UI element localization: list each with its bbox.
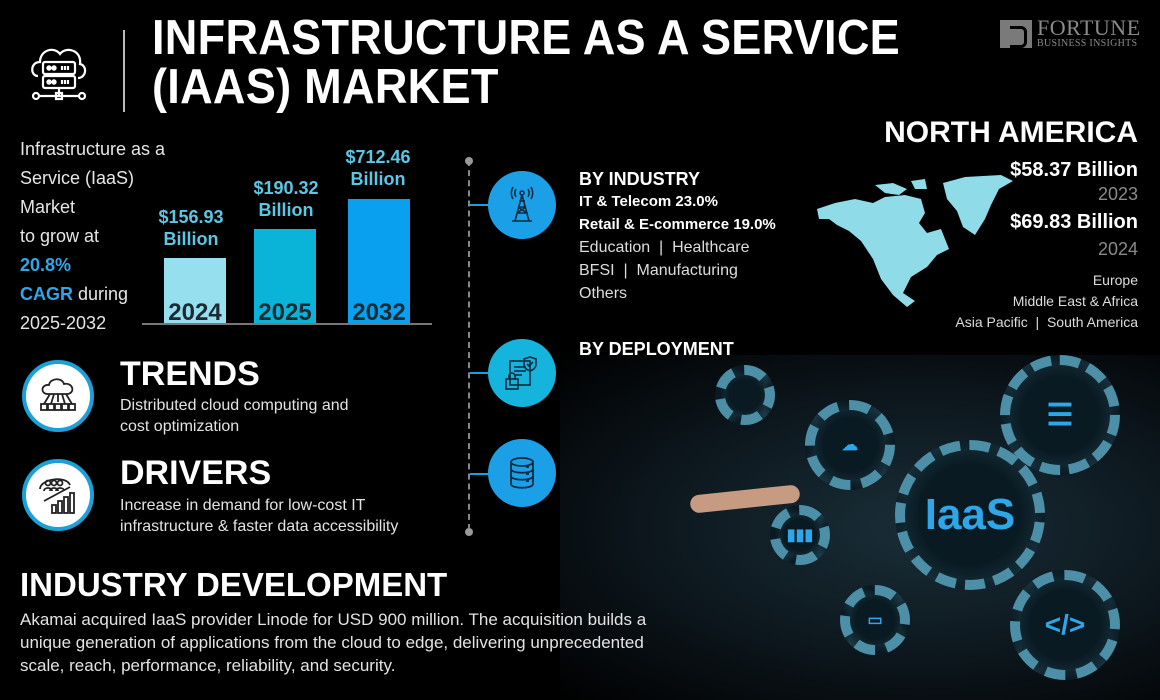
service-icon-circle xyxy=(488,439,556,507)
bar-year-label: 2025 xyxy=(258,299,312,326)
industry-development-body: Akamai acquired IaaS provider Linode for… xyxy=(20,610,647,675)
timeline-dot-top xyxy=(465,157,473,165)
bar-2024: 2024 xyxy=(164,258,226,326)
deployment-icon-circle xyxy=(488,339,556,407)
fortune-logo-mark-icon xyxy=(1000,20,1032,48)
segment-highlight: Retail & E-commerce 19.0% xyxy=(579,216,776,233)
industry-development-title: INDUSTRY DEVELOPMENT xyxy=(20,566,448,603)
segment-by-industry: BY INDUSTRY IT & Telecom 23.0% Retail & … xyxy=(579,168,776,305)
trends-title: TRENDS xyxy=(120,355,260,393)
gear-bug-icon xyxy=(715,365,775,425)
forecast-period: 2025-2032 xyxy=(20,313,107,333)
region-year-2023: 2023 xyxy=(1097,184,1138,204)
segment-title: BY DEPLOYMENT xyxy=(579,339,734,359)
region-europe: Europe xyxy=(1092,272,1138,288)
timeline-dot-bottom xyxy=(465,528,473,536)
secure-document-icon xyxy=(505,356,537,390)
segment-line: BFSI | Manufacturing xyxy=(579,262,738,279)
region-value-2023: $58.37 Billion xyxy=(1010,159,1138,181)
segment-timeline xyxy=(468,160,470,530)
cloud-server-icon xyxy=(28,38,90,104)
iaas-gears-image: ☁ ▮▮▮ IaaS ☰ ▭ </> xyxy=(560,355,1160,700)
fortune-logo: FORTUNE BUSINESS INSIGHTS xyxy=(1000,15,1141,50)
bar-2032: 2032 xyxy=(348,199,410,326)
bar-value-2025: $190.32 Billion xyxy=(253,178,319,220)
timeline-tick xyxy=(470,473,490,475)
logo-text-primary: FORTUNE xyxy=(1037,15,1141,40)
region-year-2024: 2024 xyxy=(1097,239,1138,259)
drivers-body: Increase in demand for low-cost IT infras… xyxy=(120,497,399,535)
cagr-during: during xyxy=(73,284,129,304)
intro-line: Infrastructure as a xyxy=(20,139,166,159)
drivers-icon-circle xyxy=(22,459,94,531)
region-value-2024: $69.83 Billion xyxy=(1010,211,1138,233)
industry-icon-circle xyxy=(488,171,556,239)
segment-line: Education | Healthcare xyxy=(579,239,750,256)
intro-line: to grow at xyxy=(20,226,100,246)
trends-body: Distributed cloud computing and cost opti… xyxy=(120,397,349,435)
bar-value-2032: $712.46 Billion xyxy=(345,147,411,189)
database-icon xyxy=(510,457,534,489)
intro-line: Service (IaaS) xyxy=(20,168,135,188)
timeline-tick xyxy=(470,204,490,206)
title-line-1: INFRASTRUCTURE AS A SERVICE xyxy=(152,11,901,65)
gear-iaas: IaaS xyxy=(895,440,1045,590)
north-america-map-icon xyxy=(815,175,1015,315)
gear-storage-icon: ▮▮▮ xyxy=(770,505,830,565)
header-divider xyxy=(123,30,125,112)
page-title: INFRASTRUCTURE AS A SERVICE (IAAS) MARKE… xyxy=(152,14,900,112)
segment-highlight: IT & Telecom 23.0% xyxy=(579,193,718,210)
market-intro: Infrastructure as a Service (IaaS) Marke… xyxy=(20,135,166,338)
region-title: NORTH AMERICA xyxy=(884,116,1138,149)
region-mea: Middle East & Africa xyxy=(1012,293,1138,309)
other-regions: Europe Middle East & Africa Asia Pacific… xyxy=(955,270,1138,333)
growth-chart-icon xyxy=(39,478,75,514)
logo-text-secondary: BUSINESS INSIGHTS xyxy=(1037,38,1138,49)
distributed-cloud-icon xyxy=(40,378,76,411)
market-size-bar-chart: $156.93 Billion 2024 $190.32 Billion 2025 … xyxy=(140,140,435,326)
gear-server-icon: ☰ xyxy=(1000,355,1120,475)
region-apac-sa: Asia Pacific | South America xyxy=(955,314,1138,330)
cagr-value: 20.8% xyxy=(20,255,72,275)
intro-line: Market xyxy=(20,197,76,217)
cagr-label: CAGR xyxy=(20,284,73,304)
bar-year-label: 2032 xyxy=(352,299,406,326)
gear-cloud-icon: ☁ xyxy=(805,400,895,490)
trends-icon-circle xyxy=(22,360,94,432)
bar-2025: 2025 xyxy=(254,229,316,326)
bar-value-2024: $156.93 Billion xyxy=(158,207,224,249)
segment-line: Others xyxy=(579,285,628,302)
title-line-2: (IAAS) MARKET xyxy=(152,60,499,114)
drivers-title: DRIVERS xyxy=(120,454,272,492)
gear-laptop-icon: ▭ xyxy=(840,585,910,655)
chart-x-axis xyxy=(142,323,432,325)
bar-year-label: 2024 xyxy=(168,299,222,326)
gear-code-icon: </> xyxy=(1010,570,1120,680)
timeline-tick xyxy=(470,372,490,374)
telecom-tower-icon xyxy=(510,186,534,222)
segment-title: BY INDUSTRY xyxy=(579,169,701,189)
